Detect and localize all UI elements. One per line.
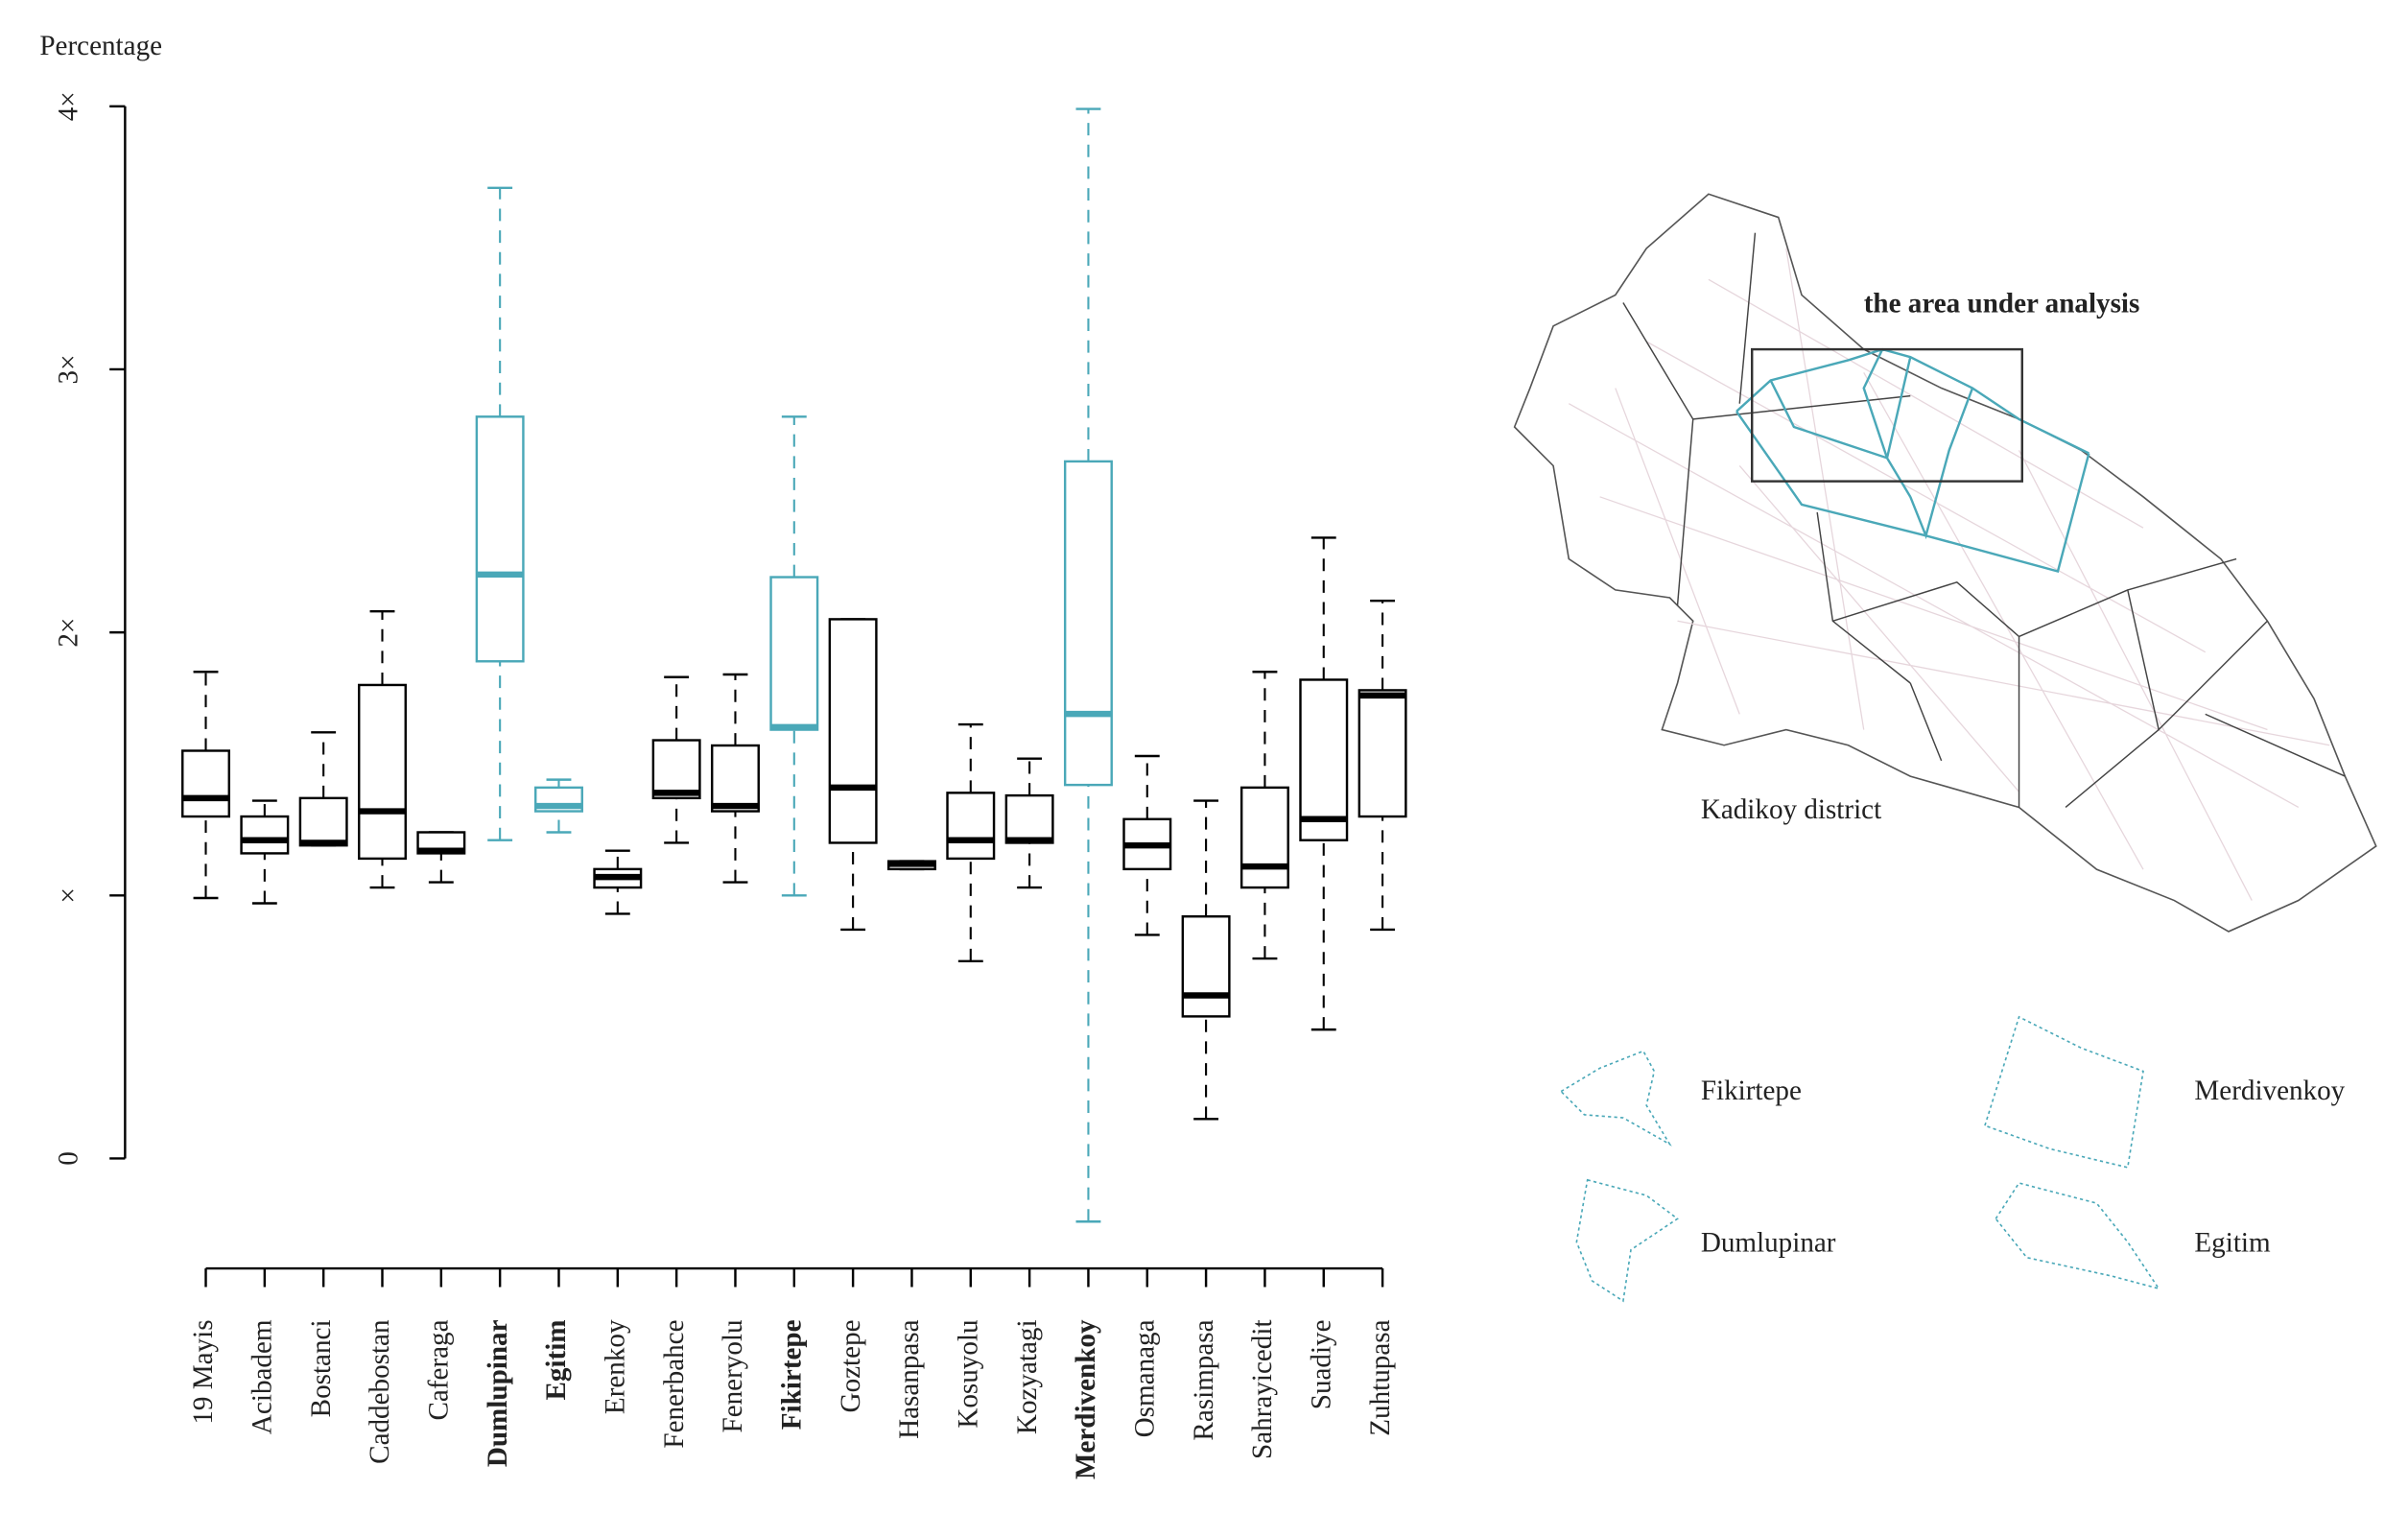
- box: [651, 739, 701, 800]
- box: [358, 683, 407, 861]
- x-tick-label: Caferaga: [424, 1319, 455, 1420]
- x-tick-label: Bostanci: [306, 1319, 337, 1417]
- x-tick-label: Kosuyolu: [953, 1319, 983, 1429]
- x-tick-label: Caddebostan: [365, 1319, 395, 1464]
- legend-shape: [1559, 1050, 1672, 1147]
- box: [1063, 460, 1113, 787]
- x-tick-label: Dumlupinar: [483, 1319, 513, 1467]
- box: [181, 749, 230, 818]
- box: [1357, 689, 1407, 818]
- legend-label: Fikirtepe: [1701, 1076, 1802, 1106]
- streets: [1568, 248, 2330, 901]
- box: [1299, 678, 1349, 841]
- x-tick-label: Acibadem: [248, 1319, 278, 1434]
- x-tick-label: Fenerbahce: [659, 1319, 690, 1448]
- district-outline: [1513, 193, 2377, 933]
- study-areas: [1735, 347, 2090, 573]
- legend-shapes: [1559, 1015, 2161, 1303]
- box: [710, 744, 760, 813]
- y-tick-label: 0: [53, 1151, 83, 1166]
- x-tick-label: Sahrayicedit: [1247, 1319, 1278, 1459]
- box: [769, 576, 819, 731]
- y-tick-label: 4×: [53, 91, 83, 121]
- box: [475, 415, 525, 663]
- x-tick-label: Merdivenkoy: [1071, 1319, 1101, 1479]
- boundaries: [1622, 232, 2346, 809]
- map: [1513, 193, 2377, 933]
- x-tick-label: Goztepe: [836, 1319, 866, 1412]
- x-tick-label: Rasimpasa: [1189, 1319, 1219, 1440]
- y-axis-label: Percentage: [39, 31, 162, 61]
- y-tick-label: 3×: [53, 354, 83, 384]
- box: [1239, 786, 1289, 889]
- box: [298, 796, 348, 847]
- x-tick-label: Hasanpasa: [894, 1319, 925, 1439]
- box: [946, 792, 996, 861]
- district-label: Kadikoy district: [1701, 794, 1881, 825]
- x-tick-label: Kozyatagi: [1012, 1319, 1043, 1434]
- legend-shape: [1995, 1182, 2161, 1290]
- x-tick-label: Feneryolu: [718, 1319, 748, 1432]
- x-tick-label: Suadiye: [1306, 1319, 1336, 1409]
- x-tick-label: Osmanaga: [1129, 1319, 1160, 1437]
- x-tick-label: Erenkoy: [601, 1319, 631, 1414]
- box: [240, 815, 290, 855]
- legend-shape: [1983, 1015, 2144, 1169]
- y-tick-label: ×: [53, 887, 83, 903]
- x-tick-label: Zuhtupasa: [1365, 1319, 1396, 1435]
- legend-label: Dumlupinar: [1701, 1227, 1836, 1258]
- box: [1004, 793, 1054, 844]
- area-label: the area under analysis: [1864, 288, 2140, 319]
- x-tick-label: Fikirtepe: [776, 1319, 807, 1430]
- legend-label: Egitim: [2194, 1227, 2271, 1258]
- legend-shape: [1575, 1178, 1679, 1303]
- area-box: [1751, 347, 2023, 483]
- x-tick-label: 19 Mayis: [188, 1319, 219, 1424]
- y-tick-label: 2×: [53, 618, 83, 648]
- legend-label: Merdivenkoy: [2194, 1076, 2345, 1106]
- x-tick-label: Egitim: [541, 1319, 572, 1400]
- box: [828, 618, 878, 844]
- box: [1181, 915, 1231, 1018]
